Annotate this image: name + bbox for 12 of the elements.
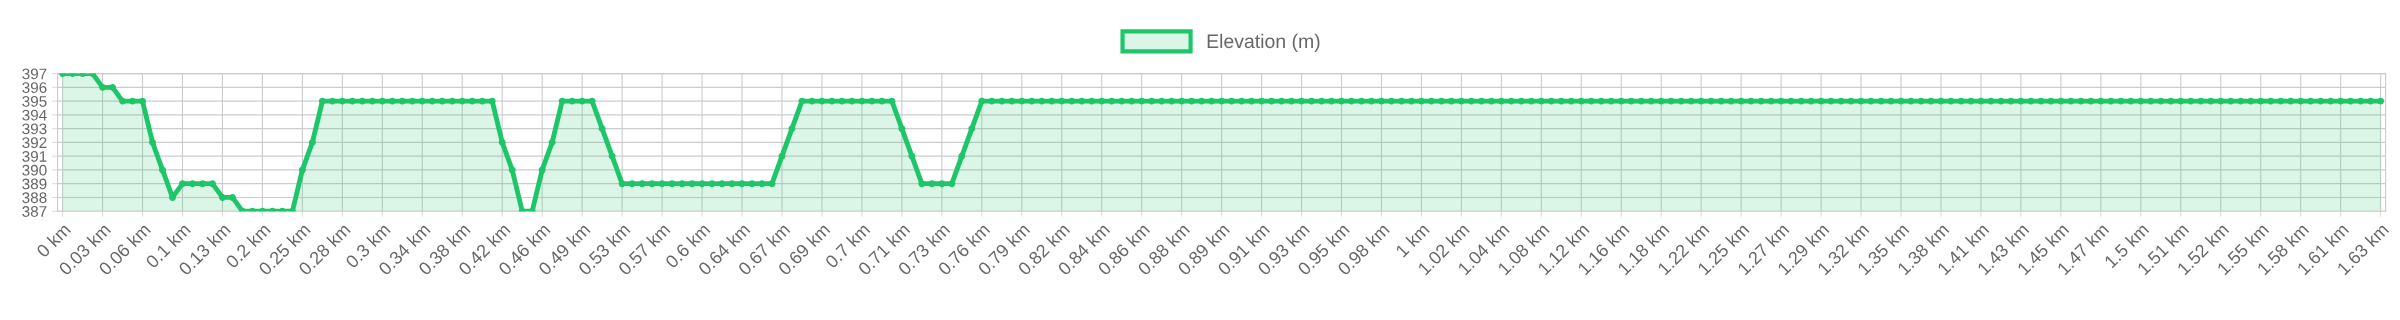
y-tick-label: 394	[22, 109, 47, 121]
y-tick-label: 395	[22, 95, 47, 107]
y-tick-label: 391	[22, 151, 47, 162]
y-tick-label: 389	[22, 178, 47, 190]
y-tick-label: 388	[22, 192, 47, 204]
y-tick-label: 387	[22, 206, 47, 217]
y-tick-label: 396	[22, 82, 47, 94]
legend-label: Elevation (m)	[1207, 33, 1320, 52]
y-tick-label: 397	[22, 68, 47, 80]
y-tick-label: 392	[22, 137, 47, 149]
y-tick-label: 393	[22, 123, 47, 135]
y-tick-label: 390	[22, 164, 47, 176]
